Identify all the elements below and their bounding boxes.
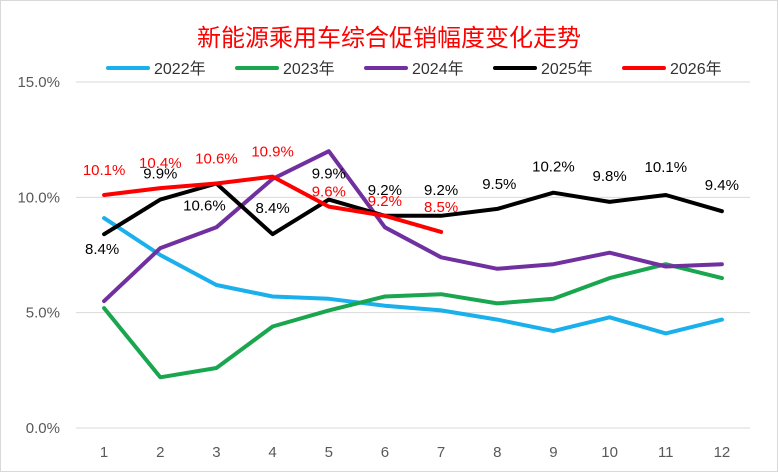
data-label: 9.6% bbox=[312, 184, 346, 201]
data-label: 9.2% bbox=[424, 182, 458, 199]
data-label: 9.2% bbox=[368, 182, 402, 199]
data-label: 9.8% bbox=[592, 168, 626, 185]
legend-label: 2025年 bbox=[541, 60, 593, 78]
x-tick-label: 8 bbox=[493, 444, 501, 461]
x-tick-label: 9 bbox=[549, 444, 557, 461]
legend-label: 2024年 bbox=[412, 60, 464, 78]
data-label: 8.4% bbox=[255, 200, 289, 217]
y-axis-ticks: 0.0% 5.0% 10.0% 15.0% bbox=[17, 74, 60, 437]
series-line-2024年 bbox=[102, 149, 724, 304]
data-label: 10.6% bbox=[183, 198, 226, 215]
data-label: 10.2% bbox=[532, 159, 575, 176]
y-tick-label: 5.0% bbox=[26, 305, 60, 322]
data-label: 8.4% bbox=[85, 241, 119, 258]
data-labels: 8.4%9.9%10.6% 8.4%9.9%9.2% 9.2% 9.5%10.2%9.… bbox=[83, 144, 739, 259]
x-tick-label: 3 bbox=[212, 444, 220, 461]
data-label: 10.4% bbox=[139, 155, 182, 172]
data-label: 10.9% bbox=[251, 144, 294, 161]
data-label: 9.2% bbox=[368, 193, 402, 210]
x-tick-label: 10 bbox=[601, 444, 618, 461]
x-tick-label: 7 bbox=[437, 444, 445, 461]
x-tick-label: 11 bbox=[658, 444, 674, 461]
y-tick-label: 15.0% bbox=[17, 74, 60, 91]
x-tick-label: 4 bbox=[268, 444, 276, 461]
x-tick-label: 12 bbox=[714, 444, 731, 461]
y-tick-label: 10.0% bbox=[17, 189, 60, 206]
data-label: 10.6% bbox=[195, 151, 238, 168]
data-label: 9.9% bbox=[312, 166, 346, 183]
data-label: 9.4% bbox=[705, 177, 739, 194]
x-tick-label: 1 bbox=[100, 444, 108, 461]
series-line-2026年 bbox=[102, 174, 444, 234]
x-tick-label: 2 bbox=[156, 444, 164, 461]
data-label: 10.1% bbox=[83, 162, 126, 179]
x-tick-label: 5 bbox=[325, 444, 333, 461]
series-line-2023年 bbox=[102, 262, 724, 380]
chart-title: 新能源乘用车综合促销幅度变化走势 bbox=[197, 24, 581, 52]
chart-legend: 2022年 2023年 2024年 2025年 2026年 bbox=[106, 60, 722, 78]
data-label: 8.5% bbox=[424, 199, 458, 216]
legend-label: 2023年 bbox=[283, 60, 335, 78]
series-line-2022年 bbox=[102, 216, 724, 336]
y-tick-label: 0.0% bbox=[26, 420, 60, 437]
legend-label: 2026年 bbox=[670, 60, 722, 78]
series-lines bbox=[102, 149, 724, 380]
x-axis-ticks: 1 2 3 4 5 6 7 8 9 10 11 12 bbox=[100, 444, 730, 461]
data-label: 9.9% bbox=[143, 166, 177, 183]
data-label: 10.1% bbox=[645, 159, 688, 176]
legend-label: 2022年 bbox=[154, 60, 206, 78]
x-tick-label: 6 bbox=[381, 444, 389, 461]
data-label: 9.5% bbox=[482, 176, 516, 193]
